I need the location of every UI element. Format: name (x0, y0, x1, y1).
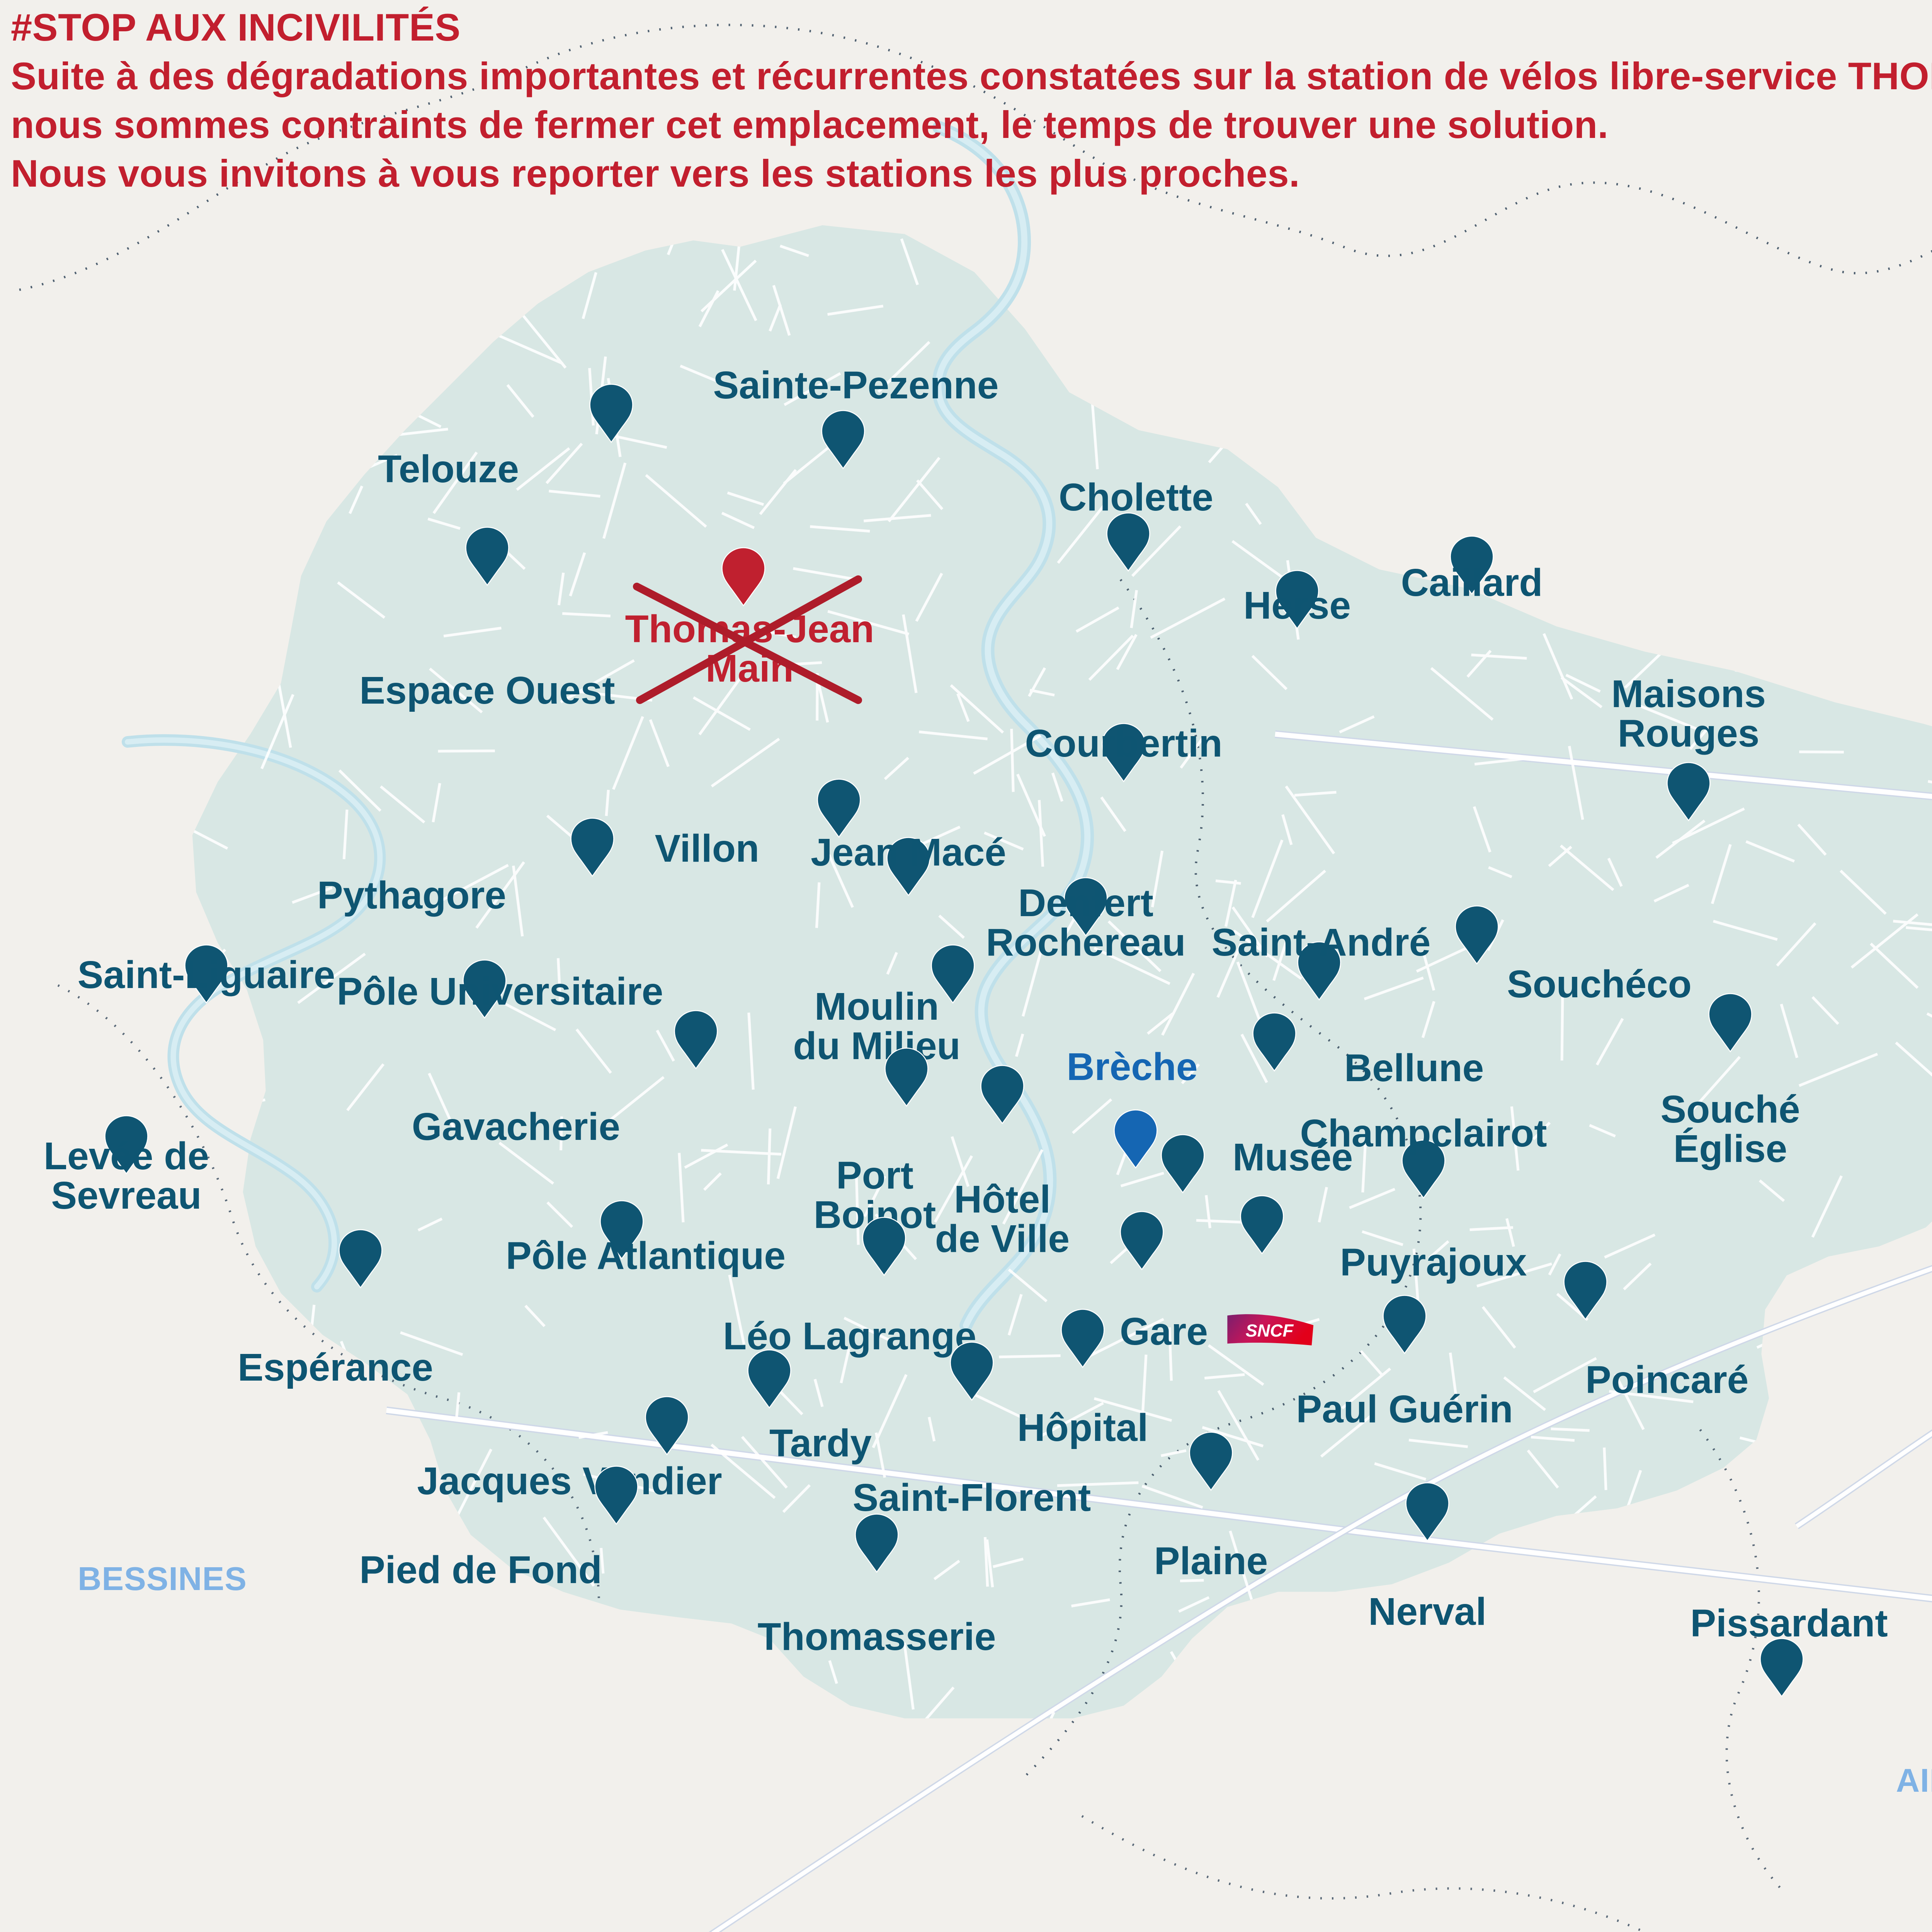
svg-text:SNCF: SNCF (1246, 1321, 1294, 1340)
